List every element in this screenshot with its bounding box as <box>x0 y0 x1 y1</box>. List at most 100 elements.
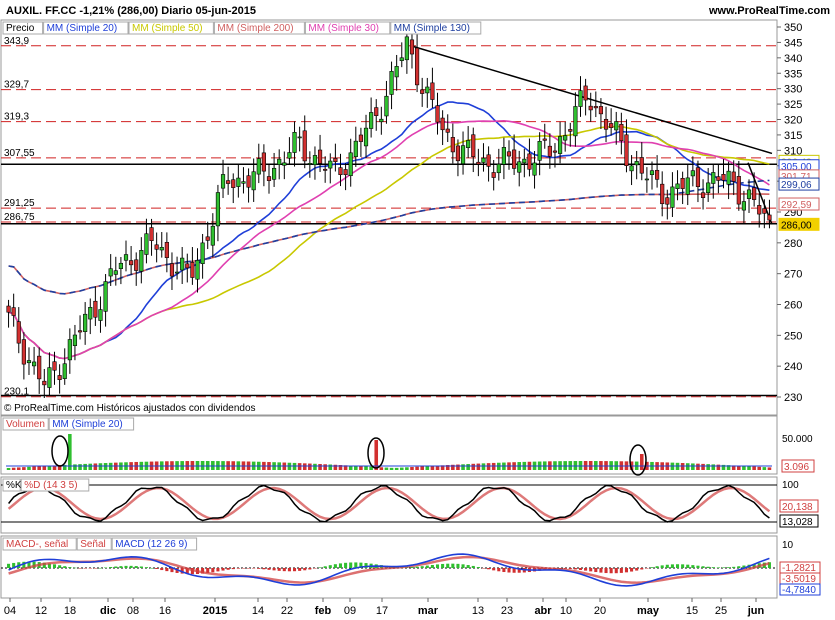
candle-down <box>660 183 665 205</box>
macd-hist-bar <box>206 568 210 573</box>
volume-bar <box>731 465 736 470</box>
macd-hist-bar <box>52 564 57 568</box>
macd-hist-bar <box>160 568 164 571</box>
volume-bar <box>486 463 491 470</box>
candle-down <box>420 89 425 94</box>
macd-hist-bar <box>568 568 572 570</box>
volume-bar <box>379 467 384 470</box>
candle-up <box>180 257 185 271</box>
macd-hist-bar <box>267 568 271 570</box>
candle-down <box>552 150 558 153</box>
macd-hist-bar <box>573 568 577 570</box>
candle-down <box>246 175 251 188</box>
macd-hist-bar <box>170 568 174 573</box>
volume-bar <box>384 467 389 470</box>
macd-legend: MACD-, señal Señal MACD (12 26 9) <box>2 537 198 551</box>
time-axis: 04 12 18 dic 08 16 2015 14 22 feb 09 17 mar 13 23 abr 10… <box>4 598 765 617</box>
volume-bar <box>364 466 368 470</box>
x-tick-label: 12 <box>35 605 47 617</box>
candle-up <box>62 363 67 379</box>
candle-up <box>67 339 72 361</box>
candle-down <box>261 152 266 172</box>
candle-up <box>522 158 527 164</box>
candle-up <box>297 136 302 139</box>
volume-bar <box>481 463 486 470</box>
macd-hist-bar <box>134 566 138 568</box>
macd-badge-2: -3,5019 <box>782 574 816 585</box>
stochastic-lines <box>1 484 777 523</box>
macd-signal-line <box>8 555 770 584</box>
candle-down <box>598 106 604 115</box>
macd-badge-3-box <box>779 583 821 596</box>
candle-up <box>425 86 430 94</box>
candle-down <box>547 145 552 157</box>
legend-box <box>2 478 21 492</box>
x-tick-label: 15 <box>686 605 698 617</box>
volume-bar <box>47 465 52 470</box>
candle-up <box>746 189 752 199</box>
legend-item: MM (Simple 20) <box>52 419 123 430</box>
candle-down <box>77 330 83 333</box>
candle-up <box>236 177 241 187</box>
candle-down <box>619 123 624 142</box>
macd-hist-bar <box>287 568 291 572</box>
candle-up <box>220 174 226 189</box>
candle-up <box>532 162 537 176</box>
macd-hist-bar <box>73 567 77 569</box>
x-tick-label: 09 <box>344 605 356 617</box>
macd-hist-bar <box>481 568 486 569</box>
volume-bar <box>430 465 435 470</box>
volume-badge: 3.096 <box>784 462 809 473</box>
candle-down <box>42 380 47 386</box>
level-label: 291,25 <box>4 198 35 209</box>
level-label: 307,55 <box>4 148 35 159</box>
macd-lines <box>1 553 777 587</box>
macd-hist-bar <box>282 568 286 572</box>
candle-down <box>190 262 195 278</box>
candle-up <box>460 145 466 165</box>
macd-hist-bar <box>517 568 521 573</box>
macd-hist-bar <box>492 568 496 571</box>
candle-up <box>711 172 716 184</box>
legend-box <box>128 21 214 35</box>
volume-bar <box>476 463 481 470</box>
macd-hist-bar <box>47 563 51 568</box>
macd-hist-bar <box>640 568 644 570</box>
volume-axis-label: 50.000 <box>782 434 813 445</box>
candle-down <box>414 47 420 86</box>
price-tick-label: 270 <box>784 269 802 281</box>
level-label: 286,75 <box>4 212 35 223</box>
macd-hist-bar <box>430 564 434 568</box>
candle-down <box>542 138 547 141</box>
candle-down <box>231 179 236 188</box>
candle-up <box>83 313 88 332</box>
macd-hist-bar <box>63 566 67 568</box>
volume-bar <box>6 468 11 470</box>
candle-up <box>26 360 32 364</box>
volume-bar <box>752 466 756 470</box>
candle-down <box>721 174 726 181</box>
x-tick-label: feb <box>315 605 332 617</box>
level-label: 343,9 <box>4 36 29 47</box>
candle-up <box>573 106 578 137</box>
macd-hist-bar <box>604 568 608 574</box>
x-tick-label: 22 <box>281 605 293 617</box>
macd-hist-bar <box>364 563 368 568</box>
macd-hist-bar <box>180 568 184 574</box>
macd-hist-bar <box>487 568 491 570</box>
candle-up <box>394 66 399 78</box>
stochastic-axis-label: 100 <box>782 480 799 491</box>
candle-up <box>363 127 369 147</box>
volume-bar <box>374 440 379 470</box>
candle-up <box>210 225 215 246</box>
legend-item: MM (Simple 30) <box>308 23 379 34</box>
macd-hist-bar <box>104 567 108 569</box>
candle-down <box>609 123 614 128</box>
candle-up <box>399 57 404 61</box>
macd-hist-bar <box>231 568 235 570</box>
macd-hist-bar <box>119 566 123 568</box>
volume-bar <box>405 467 409 470</box>
macd-hist-bar <box>681 564 685 568</box>
candle-down <box>752 187 757 200</box>
legend-box <box>111 537 198 551</box>
